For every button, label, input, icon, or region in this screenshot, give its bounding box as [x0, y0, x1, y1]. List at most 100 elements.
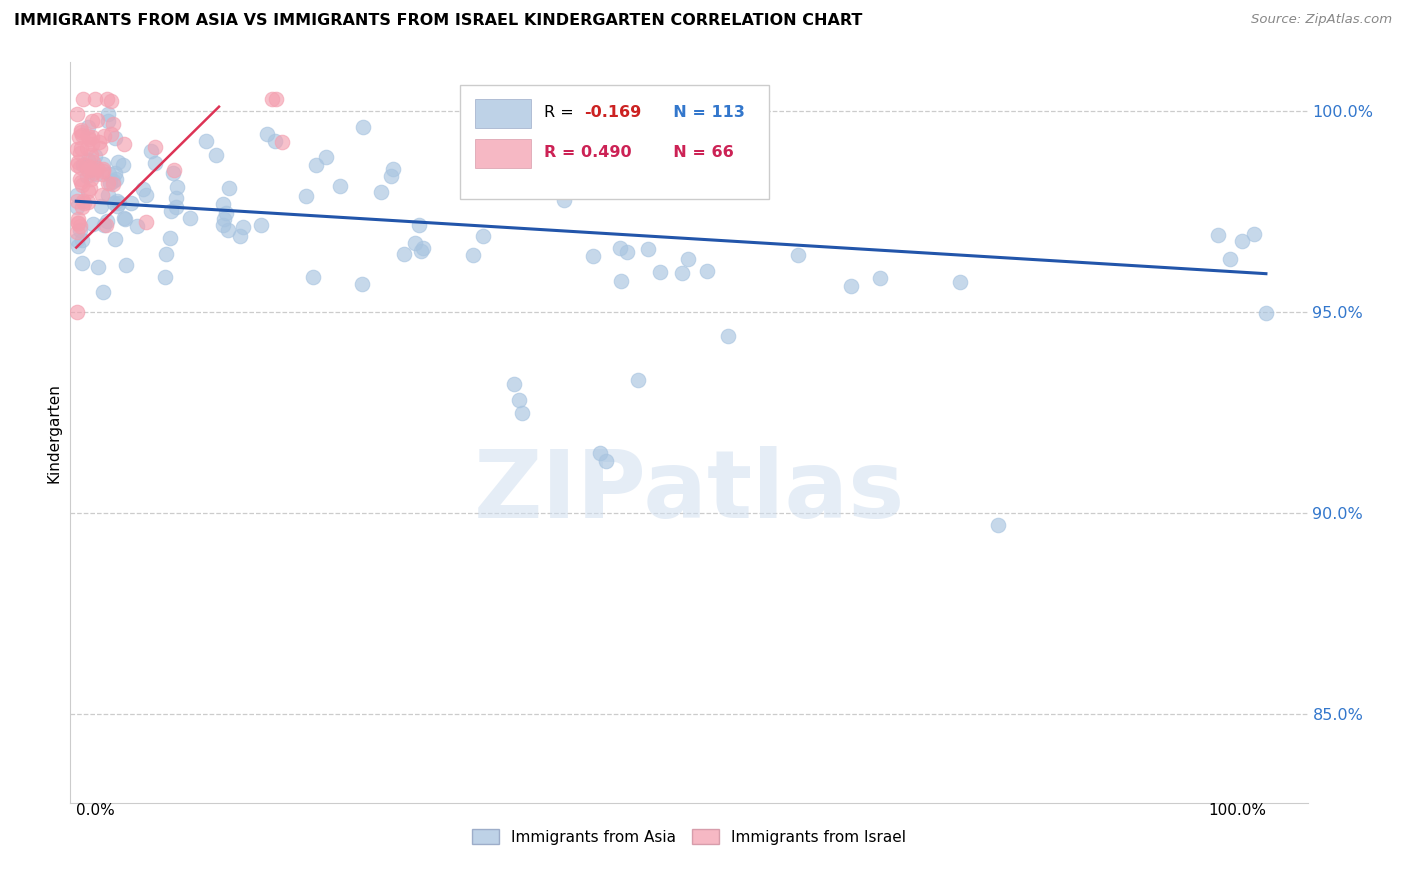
Point: [86, 113, 108, 128]
Point: [637, 242, 659, 256]
Point: [1243, 227, 1265, 242]
Point: [70, 256, 93, 270]
Point: [717, 329, 740, 343]
Point: [162, 163, 184, 178]
Point: [79, 181, 101, 195]
Point: [195, 135, 218, 149]
Point: [1219, 252, 1241, 266]
Point: [86, 167, 108, 181]
Point: [77, 184, 100, 198]
Point: [304, 158, 326, 172]
Point: [112, 137, 135, 152]
Point: [218, 181, 240, 195]
Point: [329, 179, 352, 194]
Point: [162, 166, 184, 180]
Point: [70, 128, 93, 142]
Point: [159, 231, 181, 245]
Point: [104, 166, 127, 180]
Point: [264, 134, 287, 148]
Point: [229, 228, 252, 243]
Point: [101, 178, 124, 192]
Point: [120, 196, 142, 211]
Point: [1208, 227, 1230, 242]
Point: [166, 180, 188, 194]
Point: [135, 215, 157, 229]
Text: Source: ZipAtlas.com: Source: ZipAtlas.com: [1251, 13, 1392, 27]
Point: [392, 247, 415, 261]
Point: [77, 128, 100, 143]
Point: [82, 166, 104, 180]
Point: [66, 194, 89, 209]
Point: [69, 222, 91, 236]
Point: [352, 120, 374, 135]
Legend: Immigrants from Asia, Immigrants from Israel: Immigrants from Asia, Immigrants from Is…: [465, 823, 912, 851]
Point: [80, 147, 103, 161]
Point: [70, 200, 93, 214]
Point: [105, 194, 128, 208]
Point: [98, 167, 121, 181]
Text: N = 66: N = 66: [662, 145, 734, 161]
Text: ZIPatlas: ZIPatlas: [474, 446, 904, 538]
Point: [212, 218, 235, 232]
Point: [82, 217, 104, 231]
Point: [67, 129, 90, 144]
Point: [93, 129, 115, 144]
Point: [80, 162, 103, 177]
Point: [72, 158, 94, 172]
Point: [70, 123, 93, 137]
Point: [79, 132, 101, 146]
Point: [616, 244, 638, 259]
Point: [69, 160, 91, 174]
Point: [100, 94, 122, 108]
Point: [676, 252, 699, 266]
Point: [503, 377, 526, 392]
Point: [350, 277, 373, 292]
Point: [105, 199, 128, 213]
Point: [66, 200, 89, 214]
Point: [66, 142, 89, 156]
Point: [232, 220, 254, 235]
Point: [135, 187, 157, 202]
Point: [76, 120, 98, 134]
Point: [80, 137, 103, 152]
Point: [84, 149, 107, 163]
Point: [72, 92, 94, 106]
Point: [155, 247, 177, 261]
Point: [93, 219, 115, 233]
Point: [87, 260, 110, 274]
Point: [214, 212, 236, 227]
Point: [215, 206, 238, 220]
FancyBboxPatch shape: [460, 85, 769, 200]
Point: [114, 211, 136, 226]
Point: [582, 249, 605, 263]
Point: [250, 219, 273, 233]
Point: [512, 405, 534, 419]
Point: [786, 248, 808, 262]
Point: [589, 446, 612, 460]
Point: [260, 92, 283, 106]
Point: [370, 186, 392, 200]
Point: [72, 194, 94, 208]
Point: [82, 130, 104, 145]
Point: [408, 218, 430, 232]
Point: [143, 156, 166, 170]
Point: [77, 153, 100, 168]
Point: [112, 211, 135, 226]
Point: [76, 169, 98, 184]
Point: [508, 393, 530, 408]
Point: [165, 200, 187, 214]
Point: [91, 167, 114, 181]
Point: [67, 212, 90, 227]
Point: [463, 248, 485, 262]
Point: [139, 144, 162, 158]
Point: [66, 107, 89, 121]
Point: [127, 219, 149, 233]
Point: [256, 127, 278, 141]
Point: [91, 187, 114, 202]
Point: [143, 140, 166, 154]
Point: [382, 162, 405, 177]
Point: [97, 188, 120, 202]
Point: [1254, 306, 1277, 320]
Point: [91, 163, 114, 178]
Point: [111, 158, 134, 172]
